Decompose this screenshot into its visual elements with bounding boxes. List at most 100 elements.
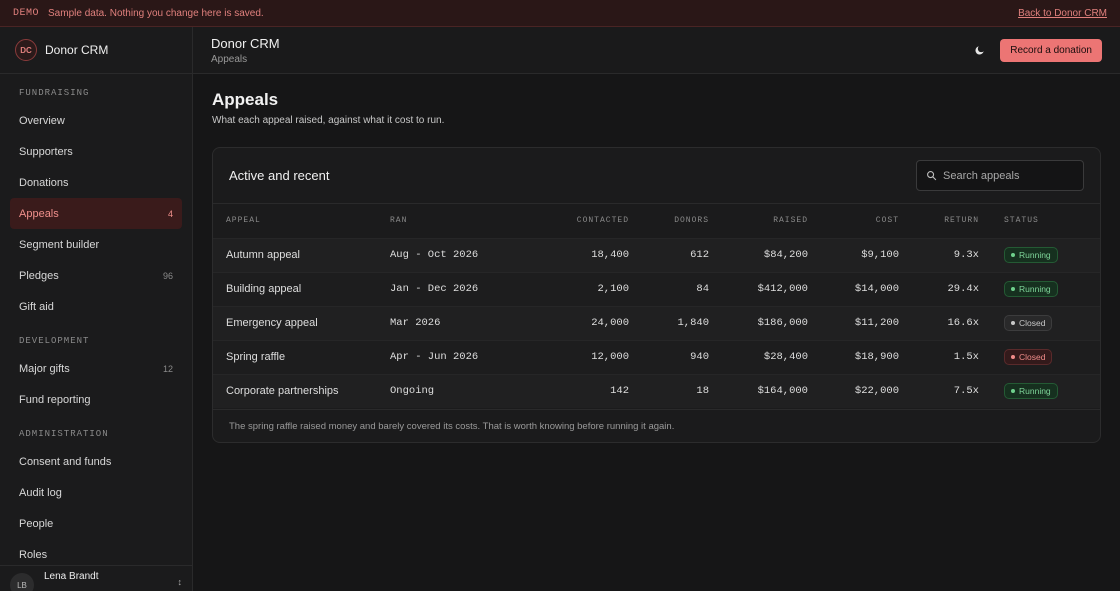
sidebar-item-label: Overview: [19, 114, 65, 127]
status-dot-icon: [1011, 389, 1015, 394]
appeals-card: Active and recent APPEAL RAN CONTACTED D…: [212, 147, 1101, 443]
col-appeal[interactable]: APPEAL: [226, 216, 261, 226]
status-dot-icon: [1011, 355, 1015, 359]
sidebar-item-people[interactable]: People: [10, 508, 182, 539]
status-label: Running: [1019, 250, 1051, 260]
status-cell: Running: [979, 237, 1100, 272]
status-dot-icon: [1011, 321, 1015, 325]
sidebar-item-segment-builder[interactable]: Segment builder: [10, 229, 182, 260]
cost-cell: $11,200: [808, 305, 899, 340]
col-status[interactable]: STATUS: [1004, 216, 1039, 226]
back-to-crm-link[interactable]: Back to Donor CRM: [1018, 7, 1107, 19]
sidebar-item-pledges[interactable]: Pledges 96: [10, 260, 182, 291]
sidebar-item-label: Consent and funds: [19, 455, 112, 468]
sidebar-item-audit-log[interactable]: Audit log: [10, 477, 182, 508]
col-cost[interactable]: COST: [875, 216, 899, 226]
avatar: LB: [10, 573, 34, 591]
chevron-updown-icon[interactable]: ↕: [177, 577, 183, 587]
search-box[interactable]: [916, 160, 1084, 191]
status-cell: Closed: [979, 305, 1100, 340]
donors-cell: 1,840: [629, 305, 709, 340]
sidebar-item-count: 4: [167, 208, 173, 219]
brand-logo: DC: [15, 39, 37, 61]
sidebar-item-label: Major gifts: [19, 362, 70, 375]
sidebar-item-gift-aid[interactable]: Gift aid: [10, 291, 182, 322]
appeals-table: APPEAL RAN CONTACTED DONORS RAISED COST …: [213, 204, 1100, 408]
col-return[interactable]: RETURN: [944, 216, 979, 226]
sidebar-item-label: People: [19, 517, 54, 530]
table-row[interactable]: Emergency appeal Mar 2026 24,000 1,840 $186,…: [213, 305, 1100, 340]
sidebar-item-donations[interactable]: Donations: [10, 167, 182, 198]
sidebar-item-roles[interactable]: Roles: [10, 539, 182, 570]
ran-cell: Ongoing: [390, 373, 538, 408]
theme-toggle-button[interactable]: [968, 39, 990, 61]
donors-cell: 84: [629, 271, 709, 306]
raised-cell: $28,400: [709, 339, 808, 374]
card-title: Active and recent: [229, 168, 330, 183]
return-cell: 16.6x: [899, 305, 979, 340]
status-label: Running: [1019, 386, 1051, 397]
table-row[interactable]: Building appeal Jan - Dec 2026 2,100 84 $412…: [213, 271, 1100, 306]
return-cell: 29.4x: [899, 271, 979, 306]
record-donation-button[interactable]: Record a donation: [1000, 38, 1102, 62]
status-dot-icon: [1011, 253, 1015, 257]
user-menu[interactable]: LB Lena Brandt ↕: [0, 565, 192, 591]
sidebar-item-overview[interactable]: Overview: [10, 105, 182, 136]
contacted-cell: 18,400: [538, 237, 629, 272]
appeal-name-cell: Autumn appeal: [213, 237, 390, 272]
col-ran[interactable]: RAN: [390, 216, 408, 226]
sidebar-section-label: DEVELOPMENT: [19, 336, 90, 346]
sidebar-item-label: Supporters: [19, 145, 73, 158]
sidebar-item-appeals[interactable]: Appeals 4: [10, 198, 182, 229]
sidebar-item-fund-reporting[interactable]: Fund reporting: [10, 384, 182, 415]
sidebar-item-supporters[interactable]: Supporters: [10, 136, 182, 167]
status-label: Running: [1019, 284, 1051, 294]
appeal-name-cell: Spring raffle: [213, 339, 390, 374]
status-label: Closed: [1019, 352, 1046, 362]
sidebar-item-label: Fund reporting: [19, 393, 91, 406]
header-title: Donor CRM: [211, 35, 280, 51]
sidebar-item-label: Pledges: [19, 269, 59, 282]
search-input[interactable]: [943, 169, 1073, 182]
page-subtitle: What each appeal raised, against what it…: [212, 115, 445, 126]
donors-cell: 940: [629, 339, 709, 374]
donors-cell: 18: [629, 373, 709, 408]
demo-message: Sample data. Nothing you change here is …: [48, 7, 264, 19]
table-row[interactable]: Autumn appeal Aug - Oct 2026 18,400 612 $84,…: [213, 237, 1100, 272]
ran-cell: Aug - Oct 2026: [390, 237, 538, 272]
moon-icon: [975, 45, 984, 55]
status-badge: Running: [1004, 281, 1058, 297]
status-cell: Running: [979, 373, 1100, 408]
main-content: Appeals What each appeal raised, against…: [212, 90, 1101, 443]
sidebar-item-major-gifts[interactable]: Major gifts 12: [10, 353, 182, 384]
brand: DC Donor CRM: [0, 27, 192, 74]
table-row[interactable]: Spring raffle Apr - Jun 2026 12,000 940 $28,…: [213, 339, 1100, 374]
status-badge: Closed: [1004, 349, 1053, 365]
sidebar-nav: FUNDRAISING Overview Supporters Donations Ap…: [0, 88, 192, 570]
card-footnote: The spring raffle raised money and barel…: [213, 409, 1100, 442]
top-header: Donor CRM Appeals Record a donation: [193, 27, 1120, 74]
donors-cell: 612: [629, 237, 709, 272]
return-cell: 1.5x: [899, 339, 979, 374]
ran-cell: Mar 2026: [390, 305, 538, 340]
status-label: Closed: [1019, 318, 1046, 328]
return-cell: 7.5x: [899, 373, 979, 408]
contacted-cell: 12,000: [538, 339, 629, 374]
col-raised[interactable]: RAISED: [773, 216, 808, 226]
col-donors[interactable]: DONORS: [674, 216, 709, 226]
sidebar-section-label: ADMINISTRATION: [19, 429, 109, 439]
demo-banner: DEMO Sample data. Nothing you change her…: [0, 0, 1120, 27]
sidebar-item-label: Roles: [19, 548, 48, 561]
appeal-name-cell: Corporate partnerships: [213, 373, 390, 408]
breadcrumb: Appeals: [211, 53, 248, 65]
ran-cell: Apr - Jun 2026: [390, 339, 538, 374]
status-badge: Closed: [1004, 315, 1053, 331]
sidebar-item-count: 12: [162, 363, 173, 374]
page-title: Appeals: [212, 90, 279, 109]
sidebar-item-label: Donations: [19, 176, 69, 189]
cost-cell: $9,100: [808, 237, 899, 272]
search-icon: [927, 171, 937, 181]
table-row[interactable]: Corporate partnerships Ongoing 142 18 $164,0…: [213, 373, 1100, 408]
sidebar-item-consent-and-funds[interactable]: Consent and funds: [10, 446, 182, 477]
col-contacted[interactable]: CONTACTED: [576, 216, 629, 226]
